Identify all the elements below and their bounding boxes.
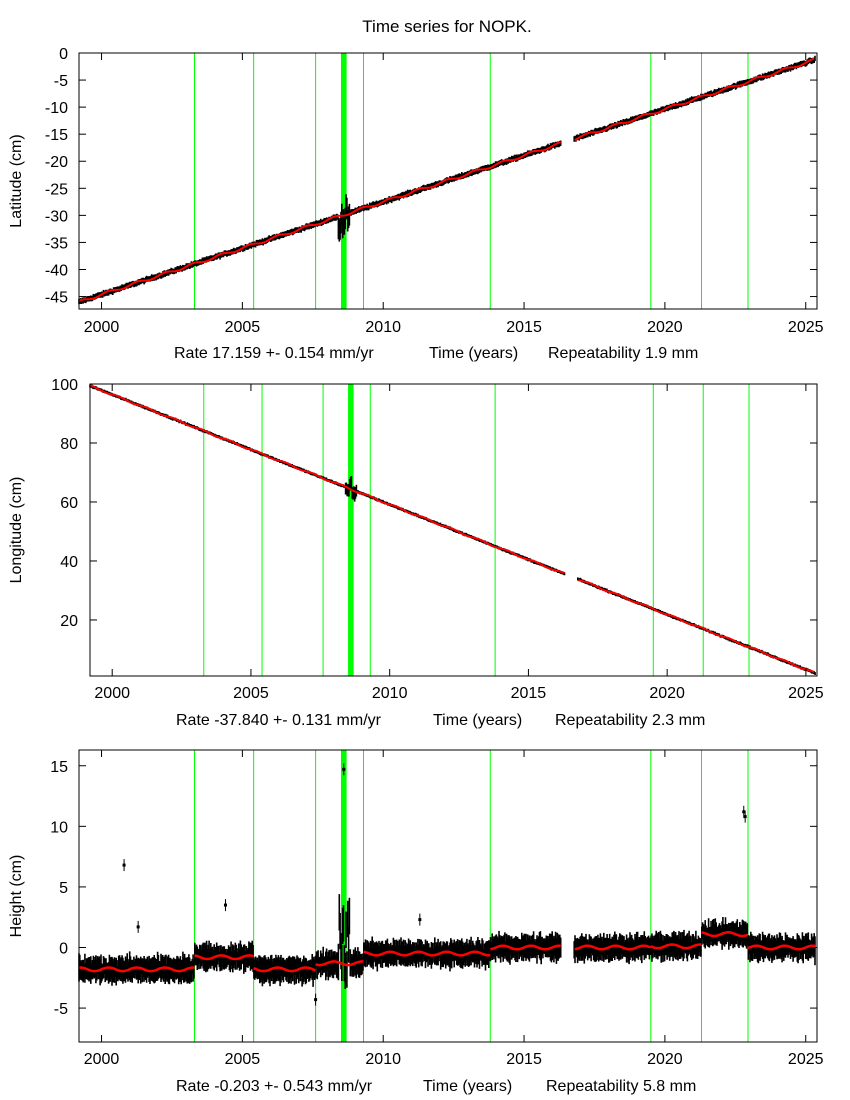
longitude-xtick-label: 2025 bbox=[788, 685, 824, 702]
height-rate-text: Rate -0.203 +- 0.543 mm/yr bbox=[176, 1078, 373, 1095]
latitude-xtick-label: 2010 bbox=[365, 319, 401, 336]
height-panel: 15 10 5 0 -5 2000 2005 2010 2015 2020 2025 Height … bbox=[8, 749, 824, 1095]
latitude-model-line bbox=[78, 57, 815, 302]
latitude-axis-label: Latitude (cm) bbox=[8, 134, 25, 227]
height-outlier-marker bbox=[122, 863, 126, 867]
latitude-xtick-label: 2015 bbox=[506, 319, 542, 336]
latitude-event-band bbox=[340, 53, 347, 309]
height-ytick-label: 0 bbox=[59, 940, 68, 957]
latitude-xtick-label: 2020 bbox=[647, 319, 683, 336]
latitude-plot-frame bbox=[78, 52, 818, 310]
height-xtick-label: 2025 bbox=[788, 1051, 824, 1068]
latitude-xtick-label: 2025 bbox=[788, 319, 824, 336]
height-ytick-label: 15 bbox=[50, 759, 68, 776]
latitude-repeatability-text: Repeatability 1.9 mm bbox=[548, 345, 698, 362]
latitude-xtick-label: 2000 bbox=[84, 319, 120, 336]
latitude-ytick-label: -5 bbox=[54, 73, 68, 90]
latitude-ytick-label: -40 bbox=[45, 262, 68, 279]
latitude-ytick-label: -10 bbox=[45, 100, 68, 117]
latitude-caption: Rate 17.159 +- 0.154 mm/yr Time (years) … bbox=[174, 345, 698, 362]
longitude-ytick-label: 60 bbox=[60, 495, 78, 512]
height-xtick-label: 2010 bbox=[365, 1051, 401, 1068]
longitude-rate-text: Rate -37.840 +- 0.131 mm/yr bbox=[176, 712, 382, 729]
height-outlier-marker bbox=[136, 925, 140, 929]
height-xtick-label: 2005 bbox=[225, 1051, 261, 1068]
height-ytick-label: -5 bbox=[54, 1001, 68, 1018]
height-event-band bbox=[340, 750, 347, 1042]
latitude-ytick-label: 0 bbox=[59, 46, 68, 63]
longitude-ytick-label: 40 bbox=[60, 554, 78, 571]
longitude-event-band bbox=[348, 384, 354, 676]
longitude-xtick-label: 2010 bbox=[372, 685, 408, 702]
height-outlier-marker bbox=[742, 810, 746, 814]
longitude-xtick-label: 2015 bbox=[511, 685, 547, 702]
latitude-ytick-label: -30 bbox=[45, 208, 68, 225]
height-outlier-marker bbox=[342, 767, 346, 771]
latitude-ytick-label: -25 bbox=[45, 181, 68, 198]
latitude-time-label: Time (years) bbox=[429, 345, 518, 362]
height-observations bbox=[78, 894, 816, 989]
height-outlier-marker bbox=[418, 918, 422, 922]
height-model-line bbox=[78, 931, 816, 973]
height-repeatability-text: Repeatability 5.8 mm bbox=[546, 1078, 696, 1095]
height-ytick-label: 10 bbox=[50, 819, 68, 836]
latitude-panel: 0 -5 -10 -15 -20 -25 -30 -35 -40 -45 2000 2005 2010 2… bbox=[8, 46, 824, 362]
latitude-ytick-label: -15 bbox=[45, 127, 68, 144]
latitude-rate-text: Rate 17.159 +- 0.154 mm/yr bbox=[174, 345, 374, 362]
latitude-xtick-label: 2005 bbox=[225, 319, 261, 336]
height-plot-frame bbox=[78, 749, 818, 1043]
longitude-xtick-label: 2020 bbox=[649, 685, 685, 702]
longitude-panel: 100 80 60 40 20 2000 2005 2010 2015 2020 2025 Long… bbox=[8, 377, 824, 729]
longitude-caption: Rate -37.840 +- 0.131 mm/yr Time (years)… bbox=[176, 712, 705, 729]
longitude-plot-frame bbox=[89, 383, 818, 677]
height-outlier-marker bbox=[314, 998, 318, 1002]
height-time-label: Time (years) bbox=[423, 1078, 512, 1095]
height-caption: Rate -0.203 +- 0.543 mm/yr Time (years) … bbox=[176, 1078, 696, 1095]
height-outlier-marker bbox=[223, 903, 227, 907]
height-xtick-label: 2020 bbox=[647, 1051, 683, 1068]
height-xtick-label: 2015 bbox=[506, 1051, 542, 1068]
longitude-ytick-label: 20 bbox=[60, 613, 78, 630]
height-ytick-label: 5 bbox=[59, 880, 68, 897]
latitude-ytick-label: -20 bbox=[45, 154, 68, 171]
height-xtick-label: 2000 bbox=[84, 1051, 120, 1068]
longitude-xtick-label: 2005 bbox=[233, 685, 269, 702]
height-axis-label: Height (cm) bbox=[8, 855, 25, 938]
latitude-ytick-label: -45 bbox=[45, 290, 68, 307]
longitude-xtick-label: 2000 bbox=[94, 685, 130, 702]
chart-title: Time series for NOPK. bbox=[362, 17, 531, 36]
longitude-model-line bbox=[89, 384, 815, 674]
latitude-ytick-label: -35 bbox=[45, 235, 68, 252]
longitude-repeatability-text: Repeatability 2.3 mm bbox=[555, 712, 705, 729]
longitude-ytick-label: 80 bbox=[60, 436, 78, 453]
longitude-ytick-label: 100 bbox=[51, 377, 78, 394]
longitude-axis-label: Longitude (cm) bbox=[8, 477, 25, 584]
longitude-time-label: Time (years) bbox=[433, 712, 522, 729]
height-outlier-marker bbox=[743, 815, 747, 819]
